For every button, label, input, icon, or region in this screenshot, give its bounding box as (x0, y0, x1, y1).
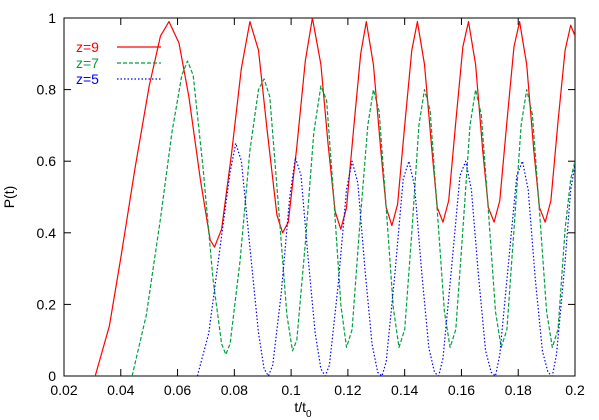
series-line-z-5 (196, 142, 575, 376)
x-axis-title-subscript: 0 (306, 409, 312, 420)
x-tick-label: 0.12 (334, 382, 361, 398)
x-tick-label: 0.2 (565, 382, 585, 398)
y-tick-label: 0.2 (37, 296, 57, 312)
x-tick-label: 0.14 (391, 382, 418, 398)
plot-frame (63, 17, 576, 377)
y-tick-label: 0.8 (37, 82, 57, 98)
x-tick-label: 0.02 (50, 382, 77, 398)
x-tick-label: 0.08 (221, 382, 248, 398)
axis-ticks: 0.02 0.04 0.06 0.08 0.1 0.12 0.14 0.16 0.18 0.2 0 0… (37, 10, 585, 398)
y-tick-label: 0 (48, 368, 56, 384)
y-tick-label: 0.4 (37, 225, 57, 241)
x-tick-label: 0.06 (164, 382, 191, 398)
y-tick-label: 0.6 (37, 153, 57, 169)
series-line-z-7 (131, 60, 575, 376)
legend-label: z=9 (76, 39, 99, 55)
x-tick-label: 0.04 (107, 382, 134, 398)
y-axis-title: P(t) (1, 186, 17, 209)
y-tick-label: 1 (48, 10, 56, 26)
x-axis-title: t/t (294, 399, 306, 415)
x-axis-title-main: t/t (294, 399, 306, 415)
series-lines (94, 18, 575, 376)
series-line-z-9 (94, 18, 575, 376)
legend-label: z=7 (76, 55, 99, 71)
legend: z=9z=7z=5 (76, 39, 161, 87)
legend-label: z=5 (76, 71, 99, 87)
x-tick-label: 0.1 (281, 382, 301, 398)
x-tick-label: 0.18 (505, 382, 532, 398)
x-tick-label: 0.16 (448, 382, 475, 398)
